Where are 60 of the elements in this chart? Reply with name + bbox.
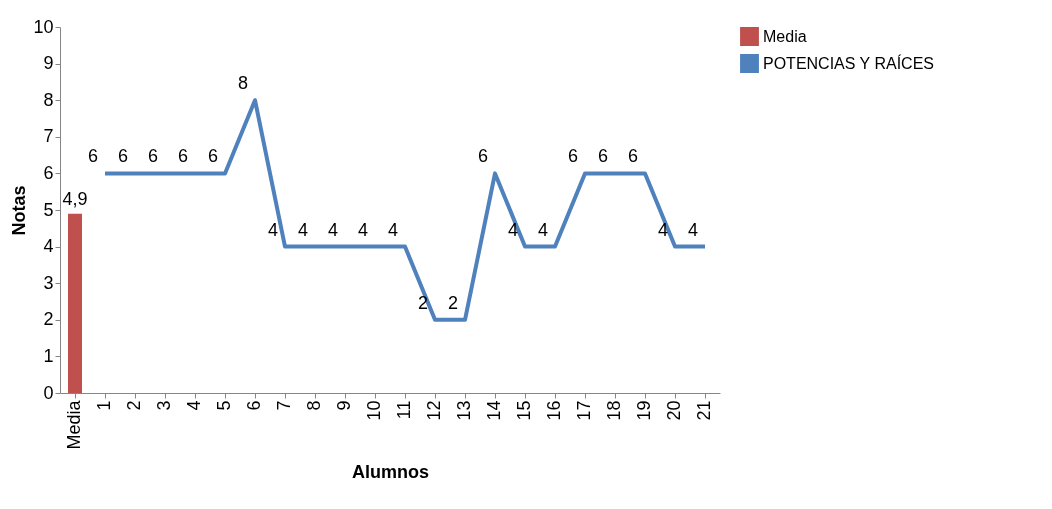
data-label: 6 [147, 146, 159, 167]
y-tick-label: 9 [43, 53, 54, 74]
x-tick-label: 11 [394, 400, 414, 420]
y-tick-label: 1 [43, 345, 54, 366]
legend-label: POTENCIAS Y RAÍCES [763, 53, 935, 72]
x-tick-label: 5 [214, 400, 234, 411]
data-label: 4,9 [62, 188, 88, 209]
data-label: 6 [117, 146, 129, 167]
legend-label: Media [763, 27, 807, 45]
x-axis-title: Alumnos [351, 461, 430, 482]
x-tick-label: 12 [424, 400, 444, 421]
x-tick-label: 3 [154, 400, 174, 411]
x-tick-label: 8 [304, 400, 324, 411]
y-tick-label: 2 [43, 309, 54, 330]
y-tick-label: 0 [43, 382, 54, 403]
x-tick-label: 15 [514, 400, 534, 421]
data-label: 2 [417, 292, 429, 313]
data-label: 6 [87, 146, 99, 167]
y-tick-label: 6 [43, 162, 54, 183]
x-tick-label: 19 [634, 400, 654, 421]
y-tick-label: 7 [43, 126, 54, 147]
line-series [103, 98, 707, 322]
data-label: 4 [657, 219, 669, 240]
y-tick-label: 4 [43, 236, 54, 257]
data-label: 8 [237, 73, 249, 94]
data-label: 4 [267, 219, 279, 240]
x-tick-label: 18 [604, 400, 624, 421]
data-label: 6 [477, 146, 489, 167]
x-tick-label: 2 [124, 400, 144, 411]
x-tick-label: 10 [364, 400, 384, 421]
x-tick-label: 20 [664, 400, 684, 421]
data-label: 4 [387, 219, 399, 240]
x-tick-label: 16 [544, 400, 564, 421]
y-tick-label: 8 [43, 89, 54, 110]
x-tick-label: 7 [274, 400, 294, 411]
x-tick-label: 21 [694, 400, 714, 421]
data-label: 4 [297, 219, 309, 240]
data-label: 6 [627, 146, 639, 167]
data-label: 2 [447, 292, 459, 313]
x-tick-label: 1 [94, 400, 114, 411]
x-tick-label: 9 [334, 400, 354, 411]
x-tick-label: 4 [184, 400, 204, 411]
x-tick-label: 13 [454, 400, 474, 421]
x-tick-label: 17 [574, 400, 594, 421]
data-label: 4 [687, 219, 699, 240]
data-label: 4 [327, 219, 339, 240]
data-label: 4 [357, 219, 369, 240]
data-label: 4 [537, 219, 549, 240]
y-tick-label: 10 [33, 16, 54, 37]
data-label: 6 [567, 146, 579, 167]
data-label: 6 [207, 146, 219, 167]
x-tick-label: 6 [244, 400, 264, 411]
y-tick-label: 3 [43, 272, 54, 293]
y-axis-title: Notas [9, 185, 30, 236]
data-label: 6 [177, 146, 189, 167]
x-tick-label: Media [64, 399, 84, 450]
x-tick-label: 14 [484, 400, 504, 421]
data-label: 6 [597, 146, 609, 167]
data-label: 4 [507, 219, 519, 240]
y-tick-label: 5 [43, 199, 54, 220]
